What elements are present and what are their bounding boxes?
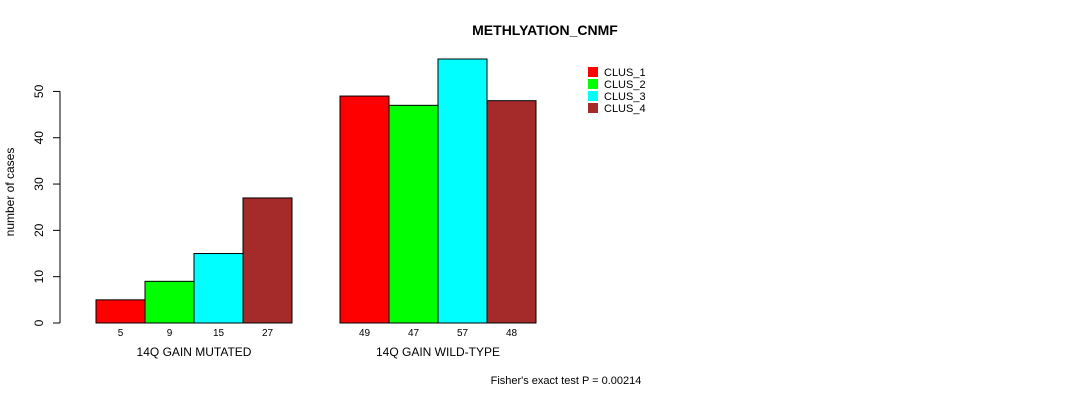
- y-tick-label: 0: [32, 319, 46, 326]
- y-tick-label: 40: [32, 131, 46, 145]
- bar-value-label: 9: [167, 328, 173, 339]
- legend-swatch: [588, 67, 598, 77]
- bar-value-label: 27: [262, 328, 274, 339]
- category-label: 14Q GAIN MUTATED: [137, 345, 252, 359]
- legend-label: CLUS_1: [604, 67, 646, 79]
- legend-swatch: [588, 91, 598, 101]
- legend-label: CLUS_3: [604, 91, 646, 103]
- bar-clus-3: [437, 58, 488, 324]
- y-axis: 0 10 20 30 40 50: [32, 84, 61, 326]
- bars: 5 9 15 27 49 47 57 48: [95, 58, 537, 339]
- bar-clus-4: [242, 197, 293, 324]
- legend-label: CLUS_4: [604, 103, 646, 115]
- y-tick-label: 50: [32, 84, 46, 98]
- bar-value-label: 57: [457, 328, 469, 339]
- category-label: 14Q GAIN WILD-TYPE: [376, 345, 500, 359]
- bar-clus-2: [144, 280, 195, 324]
- legend-swatch: [588, 79, 598, 89]
- chart-title: METHLYATION_CNMF: [472, 22, 618, 38]
- bar-clus-4: [486, 100, 537, 324]
- y-tick-label: 20: [32, 223, 46, 237]
- bar-value-label: 49: [359, 328, 371, 339]
- fisher-test-note: Fisher's exact test P = 0.00214: [491, 375, 642, 387]
- bar-value-label: 47: [408, 328, 420, 339]
- bar-clus-3: [193, 253, 244, 324]
- bar-value-label: 48: [506, 328, 518, 339]
- y-axis-label: number of cases: [3, 148, 17, 237]
- y-tick-label: 10: [32, 270, 46, 284]
- bar-value-label: 5: [118, 328, 124, 339]
- legend-label: CLUS_2: [604, 79, 646, 91]
- bar-value-label: 15: [213, 328, 225, 339]
- bar-clus-2: [388, 104, 439, 324]
- legend-swatch: [588, 103, 598, 113]
- bar-clus-1: [95, 299, 146, 324]
- y-tick-label: 30: [32, 177, 46, 191]
- bar-clus-1: [339, 95, 390, 324]
- category-labels: 14Q GAIN MUTATED 14Q GAIN WILD-TYPE: [137, 345, 500, 359]
